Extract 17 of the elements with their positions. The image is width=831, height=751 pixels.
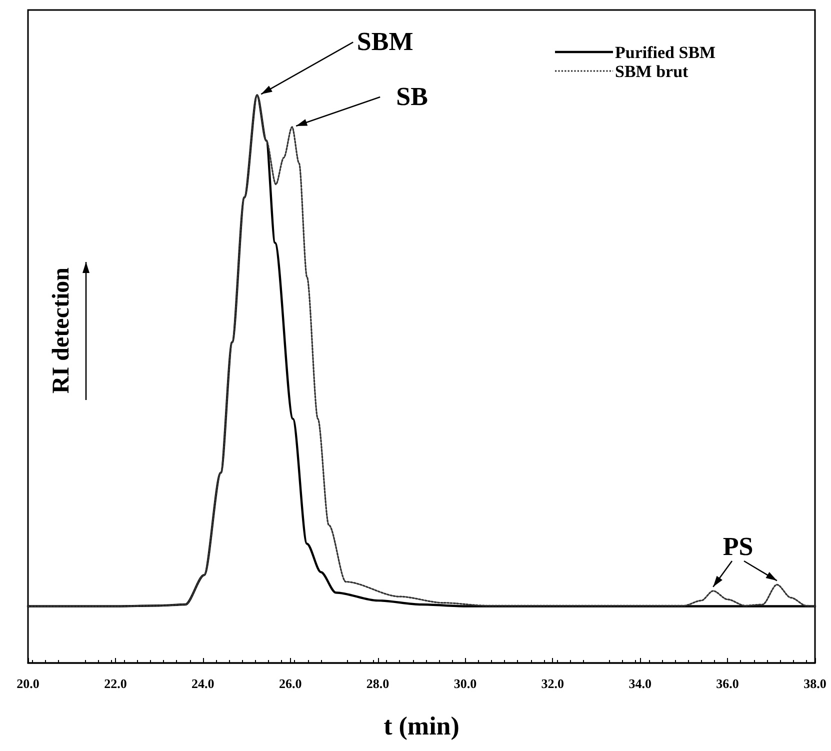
x-axis-title: t (min) <box>384 712 460 740</box>
x-tick-label: 32.0 <box>541 676 564 691</box>
x-tick-label: 22.0 <box>104 676 127 691</box>
x-tick-label: 20.0 <box>16 676 40 691</box>
annotation: SB <box>396 82 428 111</box>
x-tick-label: 30.0 <box>454 676 477 691</box>
annotation: PS <box>722 532 754 561</box>
x-tick-label: 36.0 <box>716 676 739 691</box>
legend-label: SBM brut <box>615 62 689 81</box>
x-tick-label: 26.0 <box>278 676 302 691</box>
x-tick-label: 24.0 <box>192 676 214 691</box>
x-tick-label: 34.0 <box>628 676 652 691</box>
y-axis-title: RI detection <box>48 267 76 393</box>
x-tick-label: 38.0 <box>804 676 826 691</box>
annotation: SBM <box>356 27 414 56</box>
x-tick-label: 28.0 <box>366 676 390 691</box>
legend-label: Purified SBM <box>615 43 716 62</box>
